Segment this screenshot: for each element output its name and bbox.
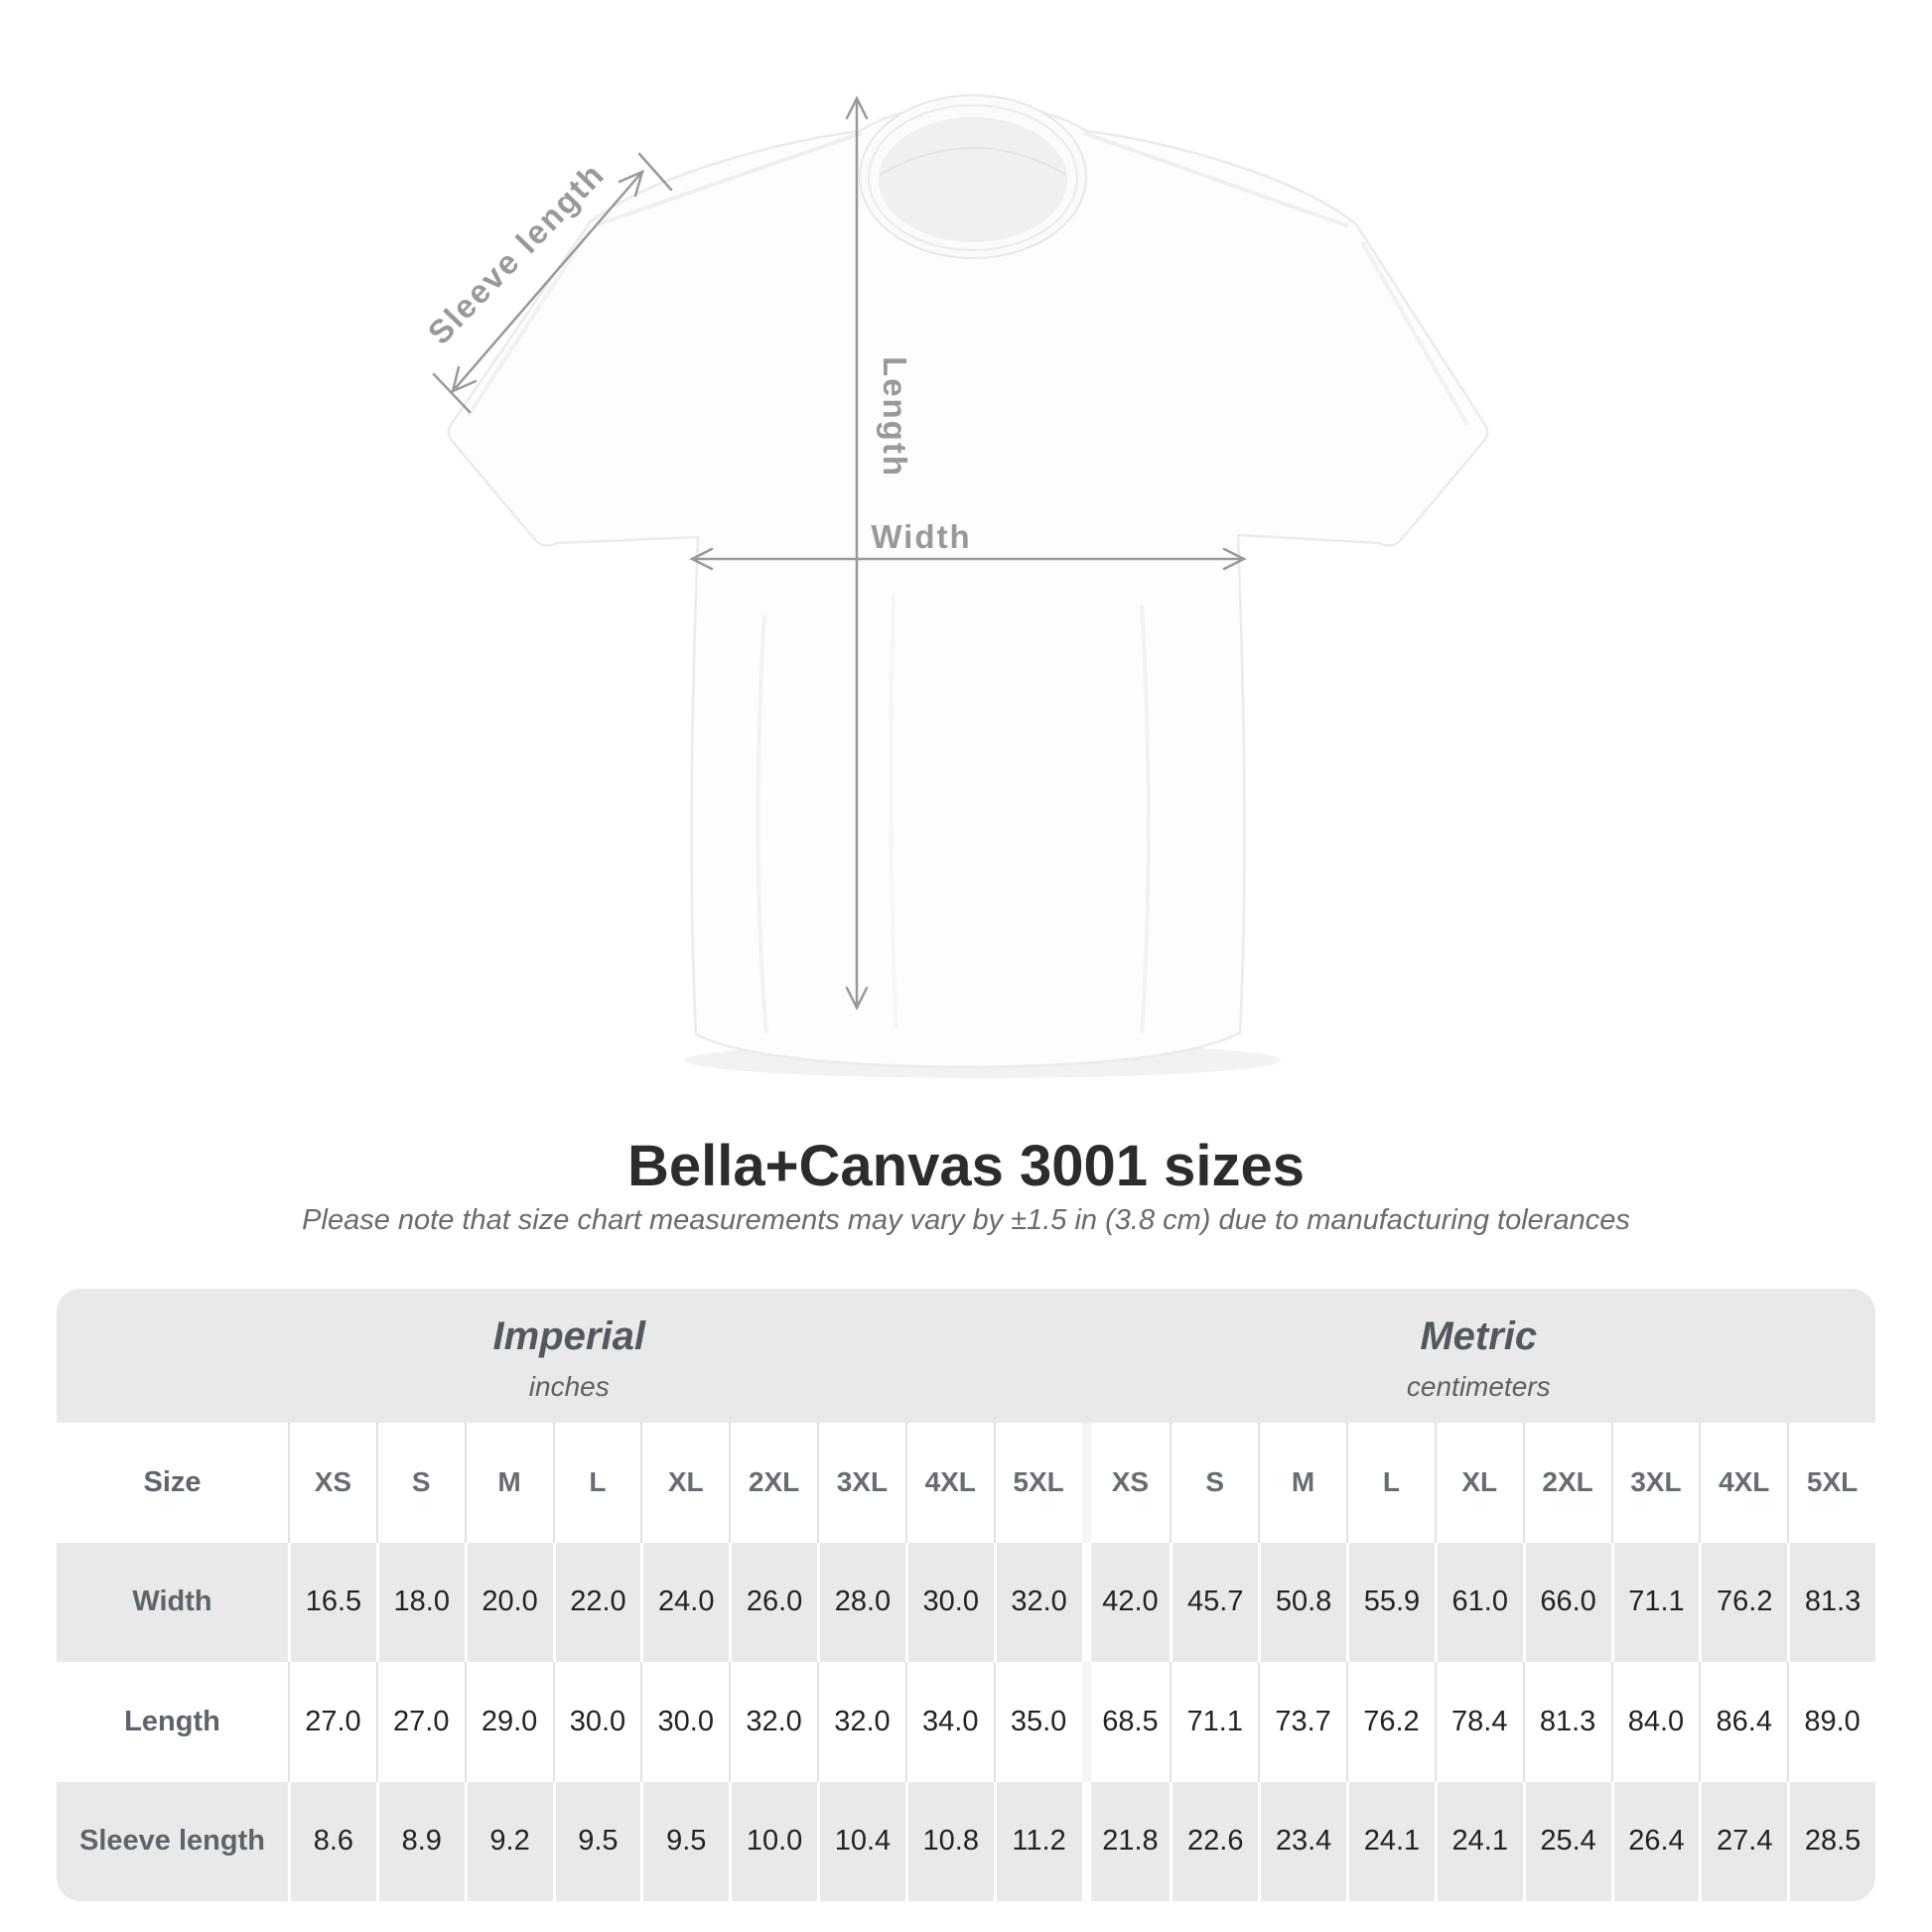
width-metric-value: 45.7 <box>1170 1542 1258 1662</box>
size-col-header-imperial-l: L <box>552 1423 641 1543</box>
size-table-grid: Imperial inches Metric centimeters Size X… <box>57 1289 1875 1901</box>
fabric-folds <box>467 131 1469 1034</box>
width-imperial-value: 20.0 <box>464 1542 553 1662</box>
width-imperial-value: 22.0 <box>552 1542 641 1662</box>
length-imperial-value: 30.0 <box>640 1662 730 1782</box>
length-imperial-value: 30.0 <box>552 1662 641 1782</box>
size-col-header-imperial-s: S <box>375 1423 465 1543</box>
sleeve-length-metric-value: 21.8 <box>1081 1781 1171 1901</box>
sleeve-length-imperial-value: 9.5 <box>640 1781 729 1901</box>
size-col-header-imperial-xs: XS <box>288 1423 376 1543</box>
length-metric-value: 89.0 <box>1787 1662 1875 1782</box>
width-imperial-value: 30.0 <box>904 1542 994 1662</box>
length-metric-value: 76.2 <box>1346 1662 1435 1782</box>
sleeve-length-metric-value: 27.4 <box>1699 1781 1787 1901</box>
width-metric-value: 81.3 <box>1787 1542 1875 1662</box>
size-col-header-imperial-xl: XL <box>640 1423 730 1543</box>
width-imperial-value: 16.5 <box>288 1542 376 1662</box>
length-imperial-value: 32.0 <box>729 1662 817 1782</box>
sleeve-length-metric-value: 23.4 <box>1258 1781 1346 1901</box>
sleeve-length-metric-value: 24.1 <box>1346 1781 1435 1901</box>
tshirt-collar <box>859 94 1087 259</box>
sleeve-length-imperial-value: 8.9 <box>375 1781 465 1901</box>
width-metric-value: 55.9 <box>1346 1542 1435 1662</box>
length-dimension-arrow <box>845 95 869 1011</box>
page-title: Bella+Canvas 3001 sizes <box>627 1134 1305 1198</box>
sleeve-length-imperial-value: 8.6 <box>288 1781 376 1901</box>
length-imperial-value: 29.0 <box>464 1662 553 1782</box>
size-col-header-metric-3xl: 3XL <box>1610 1423 1700 1543</box>
width-imperial-value: 18.0 <box>375 1542 465 1662</box>
size-col-header-imperial-2xl: 2XL <box>729 1423 817 1543</box>
size-col-header-metric-s: S <box>1170 1423 1259 1543</box>
size-col-header-imperial-m: M <box>464 1423 553 1543</box>
imperial-group-unit: inches <box>528 1371 610 1402</box>
size-column-label: Size <box>57 1423 288 1543</box>
length-imperial-value: 32.0 <box>817 1662 905 1782</box>
width-metric-value: 76.2 <box>1699 1542 1787 1662</box>
sleeve-length-imperial-value: 10.8 <box>904 1781 994 1901</box>
metric-group-unit: centimeters <box>1406 1371 1551 1402</box>
sleeve-length-imperial-value: 10.0 <box>729 1781 817 1901</box>
length-metric-value: 71.1 <box>1170 1662 1259 1782</box>
length-imperial-value: 34.0 <box>904 1662 994 1782</box>
row-label-sleeve-length: Sleeve length <box>79 1825 265 1858</box>
sleeve-length-imperial-value: 9.5 <box>552 1781 641 1901</box>
size-col-header-metric-m: M <box>1258 1423 1346 1543</box>
width-metric-value: 42.0 <box>1081 1542 1171 1662</box>
length-imperial-value: 27.0 <box>288 1662 376 1782</box>
length-metric-value: 86.4 <box>1699 1662 1788 1782</box>
width-imperial-value: 32.0 <box>993 1542 1082 1662</box>
sleeve-length-imperial-value: 9.2 <box>464 1781 553 1901</box>
size-col-header-metric-5xl: 5XL <box>1787 1423 1875 1543</box>
sleeve-length-metric-value: 22.6 <box>1170 1781 1258 1901</box>
sleeve-length-metric-value: 25.4 <box>1522 1781 1611 1901</box>
sleeve-length-imperial-value: 11.2 <box>993 1781 1082 1901</box>
tshirt-body <box>447 102 1489 1069</box>
width-metric-value: 61.0 <box>1434 1542 1523 1662</box>
sleeve-length-metric-value: 24.1 <box>1434 1781 1523 1901</box>
width-metric-value: 50.8 <box>1258 1542 1346 1662</box>
width-metric-value: 66.0 <box>1522 1542 1611 1662</box>
size-col-header-imperial-3xl: 3XL <box>817 1423 905 1543</box>
size-col-header-imperial-4xl: 4XL <box>904 1423 994 1543</box>
size-col-header-metric-xs: XS <box>1081 1423 1171 1543</box>
size-col-header-metric-xl: XL <box>1434 1423 1523 1543</box>
metric-group-name: Metric <box>1420 1314 1538 1358</box>
size-col-header-metric-l: L <box>1346 1423 1435 1543</box>
row-label-length: Length <box>57 1662 288 1782</box>
imperial-group-header: Imperial inches <box>57 1289 1082 1423</box>
width-dimension-arrow <box>689 547 1247 571</box>
size-table: Imperial inches Metric centimeters Size X… <box>57 1289 1875 1901</box>
page-subtitle: Please note that size chart measurements… <box>302 1204 1630 1236</box>
width-label: Width <box>871 518 971 555</box>
size-col-header-metric-2xl: 2XL <box>1522 1423 1611 1543</box>
length-label: Length <box>877 356 913 478</box>
imperial-group-name: Imperial <box>492 1314 645 1358</box>
sleeve-length-metric-value: 28.5 <box>1787 1781 1875 1901</box>
width-imperial-value: 28.0 <box>817 1542 905 1662</box>
length-metric-value: 68.5 <box>1081 1662 1171 1782</box>
width-imperial-value: 26.0 <box>729 1542 817 1662</box>
length-metric-value: 84.0 <box>1610 1662 1700 1782</box>
length-metric-value: 73.7 <box>1258 1662 1346 1782</box>
width-imperial-value: 24.0 <box>640 1542 729 1662</box>
metric-group-header: Metric centimeters <box>1082 1289 1876 1423</box>
length-imperial-value: 27.0 <box>375 1662 465 1782</box>
sleeve-length-dimension-arrow <box>432 152 673 414</box>
sleeve-length-imperial-value: 10.4 <box>817 1781 905 1901</box>
row-label-width: Width <box>132 1586 212 1618</box>
size-col-header-imperial-5xl: 5XL <box>993 1423 1082 1543</box>
length-metric-value: 78.4 <box>1434 1662 1523 1782</box>
sleeve-length-metric-value: 26.4 <box>1610 1781 1700 1901</box>
width-metric-value: 71.1 <box>1610 1542 1700 1662</box>
size-col-header-metric-4xl: 4XL <box>1699 1423 1788 1543</box>
length-metric-value: 81.3 <box>1522 1662 1611 1782</box>
length-imperial-value: 35.0 <box>993 1662 1082 1782</box>
tshirt-measurement-diagram: Length Width Sleeve length <box>420 94 1489 1078</box>
